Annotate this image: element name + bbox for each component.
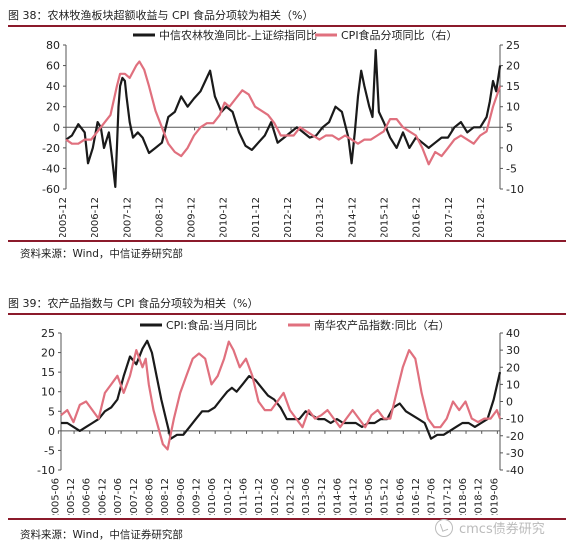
figure-38-top-rule	[8, 25, 566, 27]
chart-38: -60 -40 -20 0 20 40 60 80 -10 -5 0 5 10 15 20 25 2005-12…	[42, 28, 524, 237]
x-tick-label: 2010-12	[219, 197, 230, 237]
left-tick-label: 20	[41, 347, 55, 360]
x-tick-label: 2007-06	[113, 478, 124, 515]
left-tick-label: 15	[41, 366, 55, 379]
legend-label: 中信农林牧渔同比-上证综指同比	[159, 28, 317, 42]
right-tick-label: -10	[506, 183, 524, 196]
left-tick-label: -60	[42, 183, 60, 196]
x-tick-label: 2006-12	[97, 478, 108, 515]
x-tick-label: 2010-12	[223, 478, 234, 515]
x-tick-label: 2008-12	[154, 197, 165, 237]
legend-label: 南华农产品指数:同比（右）	[314, 318, 450, 332]
wechat-logo-icon	[435, 518, 453, 537]
x-tick-label: 2017-12	[442, 478, 453, 515]
x-tick-label: 2013-12	[315, 197, 326, 237]
right-tick-label: 40	[506, 327, 520, 340]
left-tick-label: 60	[46, 60, 60, 73]
x-tick-label: 2014-06	[333, 478, 344, 515]
x-tick-label: 2009-06	[176, 478, 187, 515]
legend-label: CPI:食品:当月同比	[166, 318, 257, 332]
right-tick-label: 15	[506, 80, 520, 93]
x-tick-label: 2015-12	[379, 197, 390, 237]
right-tick-label: 20	[506, 60, 520, 73]
right-tick-label: -40	[506, 464, 524, 477]
x-tick-label: 2016-06	[395, 478, 406, 515]
left-tick-label: 25	[41, 327, 55, 340]
right-tick-label: 20	[506, 361, 520, 374]
left-tick-label: 5	[48, 405, 55, 418]
left-tick-label: -40	[42, 162, 60, 175]
figure-39-bottom-rule	[8, 518, 566, 520]
chart-39: -10 -5 0 5 10 15 20 25 -40 -30 -20 -10 0 10 20 30 40 2005…	[37, 318, 524, 515]
x-tick-label: 2018-06	[458, 478, 469, 515]
x-tick-label: 2017-06	[427, 478, 438, 515]
right-tick-label: 10	[506, 378, 520, 391]
x-tick-label: 2007-12	[122, 197, 133, 237]
x-tick-label: 2006-12	[90, 197, 101, 237]
x-tick-label: 2013-12	[317, 478, 328, 515]
right-tick-label: 25	[506, 39, 520, 52]
x-tick-label: 2008-06	[144, 478, 155, 515]
right-tick-label: -5	[506, 162, 517, 175]
series-line-1	[65, 49, 502, 188]
right-tick-label: 0	[506, 396, 513, 409]
right-tick-label: -10	[506, 413, 524, 426]
legend-label: CPI食品分项同比（右）	[341, 28, 458, 42]
x-tick-label: 2007-12	[129, 478, 140, 515]
x-tick-label: 2016-12	[412, 197, 423, 237]
figure-39-source: 资料来源：Wind，中信证券研究部	[20, 529, 183, 541]
left-tick-label: 20	[46, 101, 60, 114]
x-tick-label: 2011-12	[251, 197, 262, 237]
left-tick-label: -20	[42, 142, 60, 155]
figure-39-top-rule	[8, 313, 566, 315]
x-tick-label: 2006-06	[82, 478, 93, 515]
watermark-text: cmcs债券研究	[459, 522, 545, 537]
series-line-1	[61, 339, 502, 440]
watermark: cmcs债券研究	[435, 518, 545, 537]
left-tick-label: 0	[53, 121, 60, 134]
x-tick-label: 2016-12	[411, 478, 422, 515]
x-tick-label: 2009-12	[187, 197, 198, 237]
right-tick-label: 30	[506, 344, 520, 357]
left-tick-label: 80	[46, 39, 60, 52]
x-tick-label: 2011-06	[239, 478, 250, 515]
x-tick-label: 2012-12	[286, 478, 297, 515]
right-tick-label: 10	[506, 101, 520, 114]
x-tick-label: 2019-06	[489, 478, 500, 515]
right-tick-label: 5	[506, 121, 513, 134]
x-tick-label: 2009-12	[191, 478, 202, 515]
x-tick-label: 2014-12	[348, 478, 359, 515]
x-tick-label: 2018-12	[474, 478, 485, 515]
left-tick-label: -10	[37, 464, 55, 477]
x-tick-label: 2015-06	[364, 478, 375, 515]
x-tick-label: 2011-12	[254, 478, 265, 515]
x-tick-label: 2005-12	[58, 197, 69, 237]
left-tick-label: 10	[41, 386, 55, 399]
figure-38-source: 资料来源：Wind，中信证券研究部	[20, 248, 183, 260]
x-tick-label: 2012-12	[283, 197, 294, 237]
x-tick-label: 2017-12	[444, 197, 455, 237]
x-tick-label: 2018-12	[476, 197, 487, 237]
x-tick-label: 2010-06	[207, 478, 218, 515]
right-tick-label: 0	[506, 142, 513, 155]
x-tick-label: 2013-06	[301, 478, 312, 515]
left-tick-label: -5	[44, 444, 55, 457]
left-tick-label: 40	[46, 80, 60, 93]
x-tick-label: 2014-12	[347, 197, 358, 237]
x-tick-label: 2015-12	[380, 478, 391, 515]
figure-38-title: 图 38：农林牧渔板块超额收益与 CPI 食品分项较为相关（%）	[8, 9, 314, 22]
series-line-2	[60, 340, 502, 451]
x-tick-label: 2005-12	[66, 478, 77, 515]
x-tick-label: 2008-12	[160, 478, 171, 515]
figure-39-title: 图 39：农产品指数与 CPI 食品分项较为相关（%）	[8, 297, 259, 310]
series-line-2	[65, 60, 502, 166]
right-tick-label: -30	[506, 447, 524, 460]
x-tick-label: 2005-06	[50, 478, 61, 515]
x-tick-label: 2012-06	[270, 478, 281, 515]
figure-38-bottom-rule	[8, 240, 566, 242]
right-tick-label: -20	[506, 430, 524, 443]
left-tick-label: 0	[48, 425, 55, 438]
